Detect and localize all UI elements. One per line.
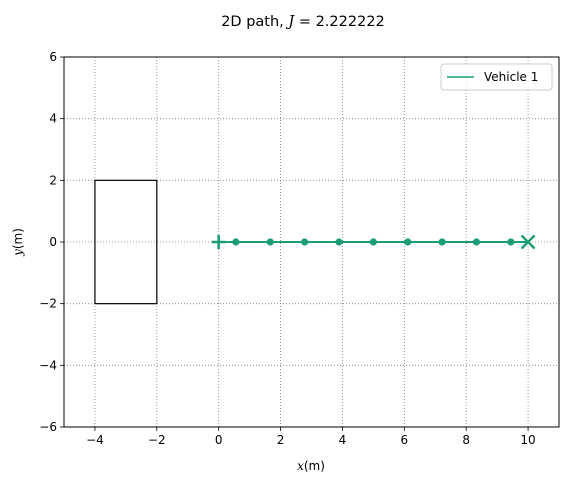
start-marker	[212, 235, 226, 249]
path-waypoint	[439, 238, 446, 245]
path-waypoint	[473, 238, 480, 245]
obstacles	[95, 180, 157, 303]
y-tick-label: 0	[49, 235, 57, 249]
path-waypoint	[267, 238, 274, 245]
y-tick-label: −2	[39, 297, 57, 311]
x-tick-label: −2	[148, 433, 166, 447]
path-waypoint	[404, 238, 411, 245]
x-tick-label: 4	[339, 433, 347, 447]
x-axis-label: x(m)	[297, 459, 325, 473]
series	[212, 235, 535, 249]
x-tick-label: 8	[462, 433, 470, 447]
path-waypoint	[301, 238, 308, 245]
y-tick-label: 6	[49, 50, 57, 64]
chart-title: 2D path, J = 2.222222	[221, 14, 385, 30]
x-tick-label: 2	[277, 433, 285, 447]
x-tick-label: 6	[400, 433, 408, 447]
x-tick-label: −4	[86, 433, 104, 447]
x-tick-label: 0	[215, 433, 223, 447]
x-tick-label: 10	[520, 433, 535, 447]
y-tick-label: 4	[49, 112, 57, 126]
path-waypoint	[232, 238, 239, 245]
obstacle-rectangle	[95, 180, 157, 303]
path-waypoint	[370, 238, 377, 245]
y-tick-label: −4	[39, 358, 57, 372]
x-axis: −4 −2 0 2 4 6 8 10	[86, 427, 536, 447]
y-axis-label: y(m)	[11, 228, 25, 257]
y-axis: −6 −4 −2 0 2 4 6	[39, 50, 64, 434]
legend: Vehicle 1	[441, 64, 552, 90]
path-waypoint	[335, 238, 342, 245]
y-tick-label: 2	[49, 173, 57, 187]
legend-label: Vehicle 1	[484, 70, 538, 84]
path-waypoint	[507, 238, 514, 245]
y-tick-label: −6	[39, 420, 57, 434]
